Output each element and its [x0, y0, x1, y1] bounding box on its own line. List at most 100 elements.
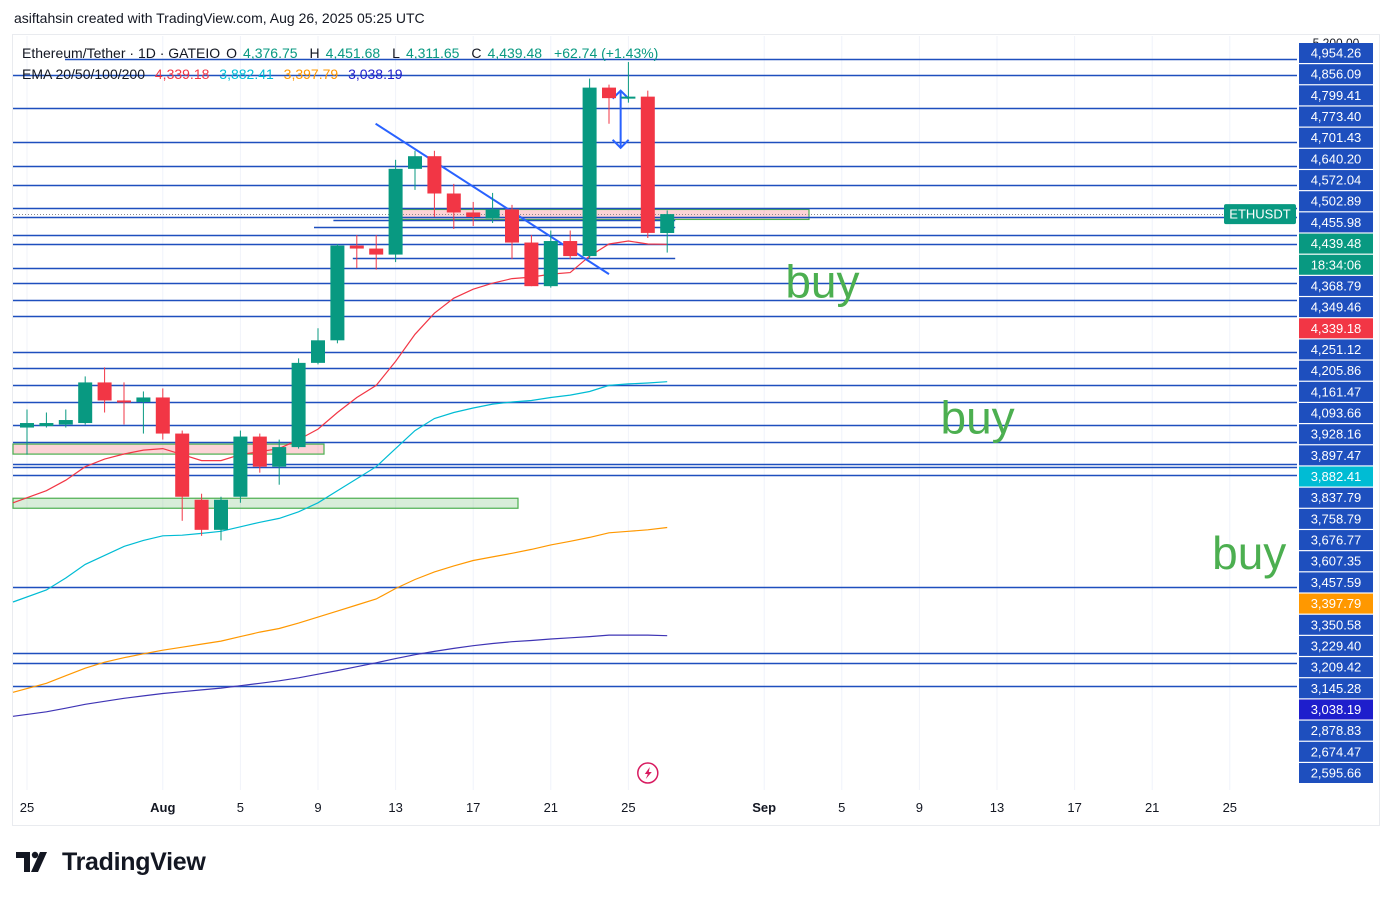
candle-down — [117, 382, 131, 425]
grid-lines — [26, 36, 1231, 790]
ema200-line — [12, 634, 668, 717]
candle-body — [155, 397, 170, 434]
lightning-icon — [644, 767, 652, 779]
time-axis-bg — [13, 792, 1297, 824]
price-label: 3,457.59 — [1311, 575, 1362, 590]
price-tag — [1299, 699, 1373, 720]
price-tag — [1299, 254, 1373, 275]
candle-up — [136, 391, 151, 434]
time-label: 9 — [916, 800, 923, 815]
candle-up — [78, 376, 93, 425]
price-tag — [1299, 106, 1373, 127]
chart-credit: asiftahsin created with TradingView.com,… — [14, 10, 425, 26]
price-axis[interactable]: 5,200.004,954.264,856.094,799.414,773.40… — [1224, 36, 1376, 792]
candle-up — [388, 159, 403, 263]
price-tag — [1299, 127, 1373, 148]
price-tag — [1299, 487, 1373, 508]
ema20-value: 4,339.18 — [154, 66, 210, 82]
price-tag — [1299, 275, 1373, 296]
price-label: 4,455.98 — [1311, 215, 1362, 230]
price-label: 4,349.46 — [1311, 300, 1362, 315]
ema100-value: 3,397.79 — [283, 66, 339, 82]
price-label: 4,093.66 — [1311, 406, 1362, 421]
price-label: 3,758.79 — [1311, 511, 1362, 526]
candle-down — [175, 430, 190, 521]
time-label: 13 — [388, 800, 402, 815]
price-tag — [1299, 614, 1373, 635]
price-tag — [1299, 635, 1373, 656]
candle-body — [78, 382, 93, 424]
price-label: 4,439.48 — [1311, 236, 1362, 251]
candle-down — [252, 433, 267, 473]
price-tag — [1299, 85, 1373, 106]
price-label: 3,397.79 — [1311, 596, 1362, 611]
tradingview-logo[interactable]: TradingView — [16, 846, 206, 878]
candle-body — [543, 241, 558, 287]
annotations: buy buy buy — [637, 256, 1286, 784]
candle-down — [194, 493, 209, 536]
price-label: 3,882.41 — [1311, 469, 1362, 484]
buy-annotation: buy — [1212, 527, 1286, 579]
candle-up — [582, 78, 597, 260]
price-label: 3,038.19 — [1311, 702, 1362, 717]
time-label: 5 — [237, 800, 244, 815]
price-label: 3,229.40 — [1311, 638, 1362, 653]
symbol-legend: Ethereum/Tether · 1D · GATEIO O 4,376.75 H 4… — [22, 45, 664, 61]
candlesticks — [20, 62, 675, 541]
candle-body — [408, 156, 422, 169]
candle-up — [20, 409, 34, 455]
candle-up — [311, 328, 325, 365]
candle-up — [330, 244, 345, 344]
candle-body — [291, 362, 306, 448]
time-label: 9 — [314, 800, 321, 815]
price-zones — [12, 208, 810, 509]
price-label: 2,674.47 — [1311, 744, 1362, 759]
time-label: 17 — [1067, 800, 1081, 815]
candle-down — [446, 183, 461, 230]
demand-small-zone — [12, 443, 325, 455]
price-tag — [1299, 424, 1373, 445]
candle-up — [485, 192, 500, 223]
price-label: 4,339.18 — [1311, 321, 1362, 336]
ohlc-low: L 4,311.65 — [392, 45, 460, 61]
candle-body — [582, 87, 597, 257]
price-tag — [1299, 212, 1373, 233]
candle-down — [97, 367, 112, 413]
candle-down — [349, 235, 364, 269]
candle-body — [311, 340, 325, 363]
ema200-value: 3,038.19 — [348, 66, 403, 82]
brand-name: TradingView — [62, 847, 206, 876]
candle-body — [117, 400, 131, 403]
time-axis[interactable]: 25 Aug 5 9 13 17 21 25 Sep 5 9 13 17 21 25 — [13, 792, 1297, 824]
candle-body — [349, 245, 364, 249]
candle-body — [602, 87, 616, 99]
time-label: Aug — [150, 800, 175, 815]
candle-up — [621, 62, 636, 103]
ohlc-high: H 4,451.68 — [309, 45, 381, 61]
ema50-line — [12, 381, 668, 603]
candle-down — [602, 84, 616, 124]
time-label: 17 — [466, 800, 480, 815]
candle-body — [427, 156, 442, 194]
candle-up — [660, 210, 675, 253]
arrow-head-down — [611, 139, 630, 150]
price-tag — [1299, 572, 1373, 593]
candle-body — [485, 209, 500, 219]
price-label: 4,368.79 — [1311, 278, 1362, 293]
candle-body — [466, 212, 481, 217]
price-label: 3,350.58 — [1311, 617, 1362, 632]
price-tag — [1299, 445, 1373, 466]
candle-body — [252, 436, 267, 467]
price-label: 3,837.79 — [1311, 490, 1362, 505]
price-label: 4,773.40 — [1311, 109, 1362, 124]
candle-up — [39, 412, 54, 428]
price-tag — [1299, 403, 1373, 423]
price-tag — [1299, 381, 1373, 402]
price-tag — [1299, 508, 1373, 529]
price-label: 3,209.42 — [1311, 660, 1362, 675]
buy-annotation: buy — [785, 256, 859, 308]
time-label: 21 — [544, 800, 558, 815]
price-tag — [1299, 233, 1373, 254]
price-label: 3,676.77 — [1311, 533, 1362, 548]
